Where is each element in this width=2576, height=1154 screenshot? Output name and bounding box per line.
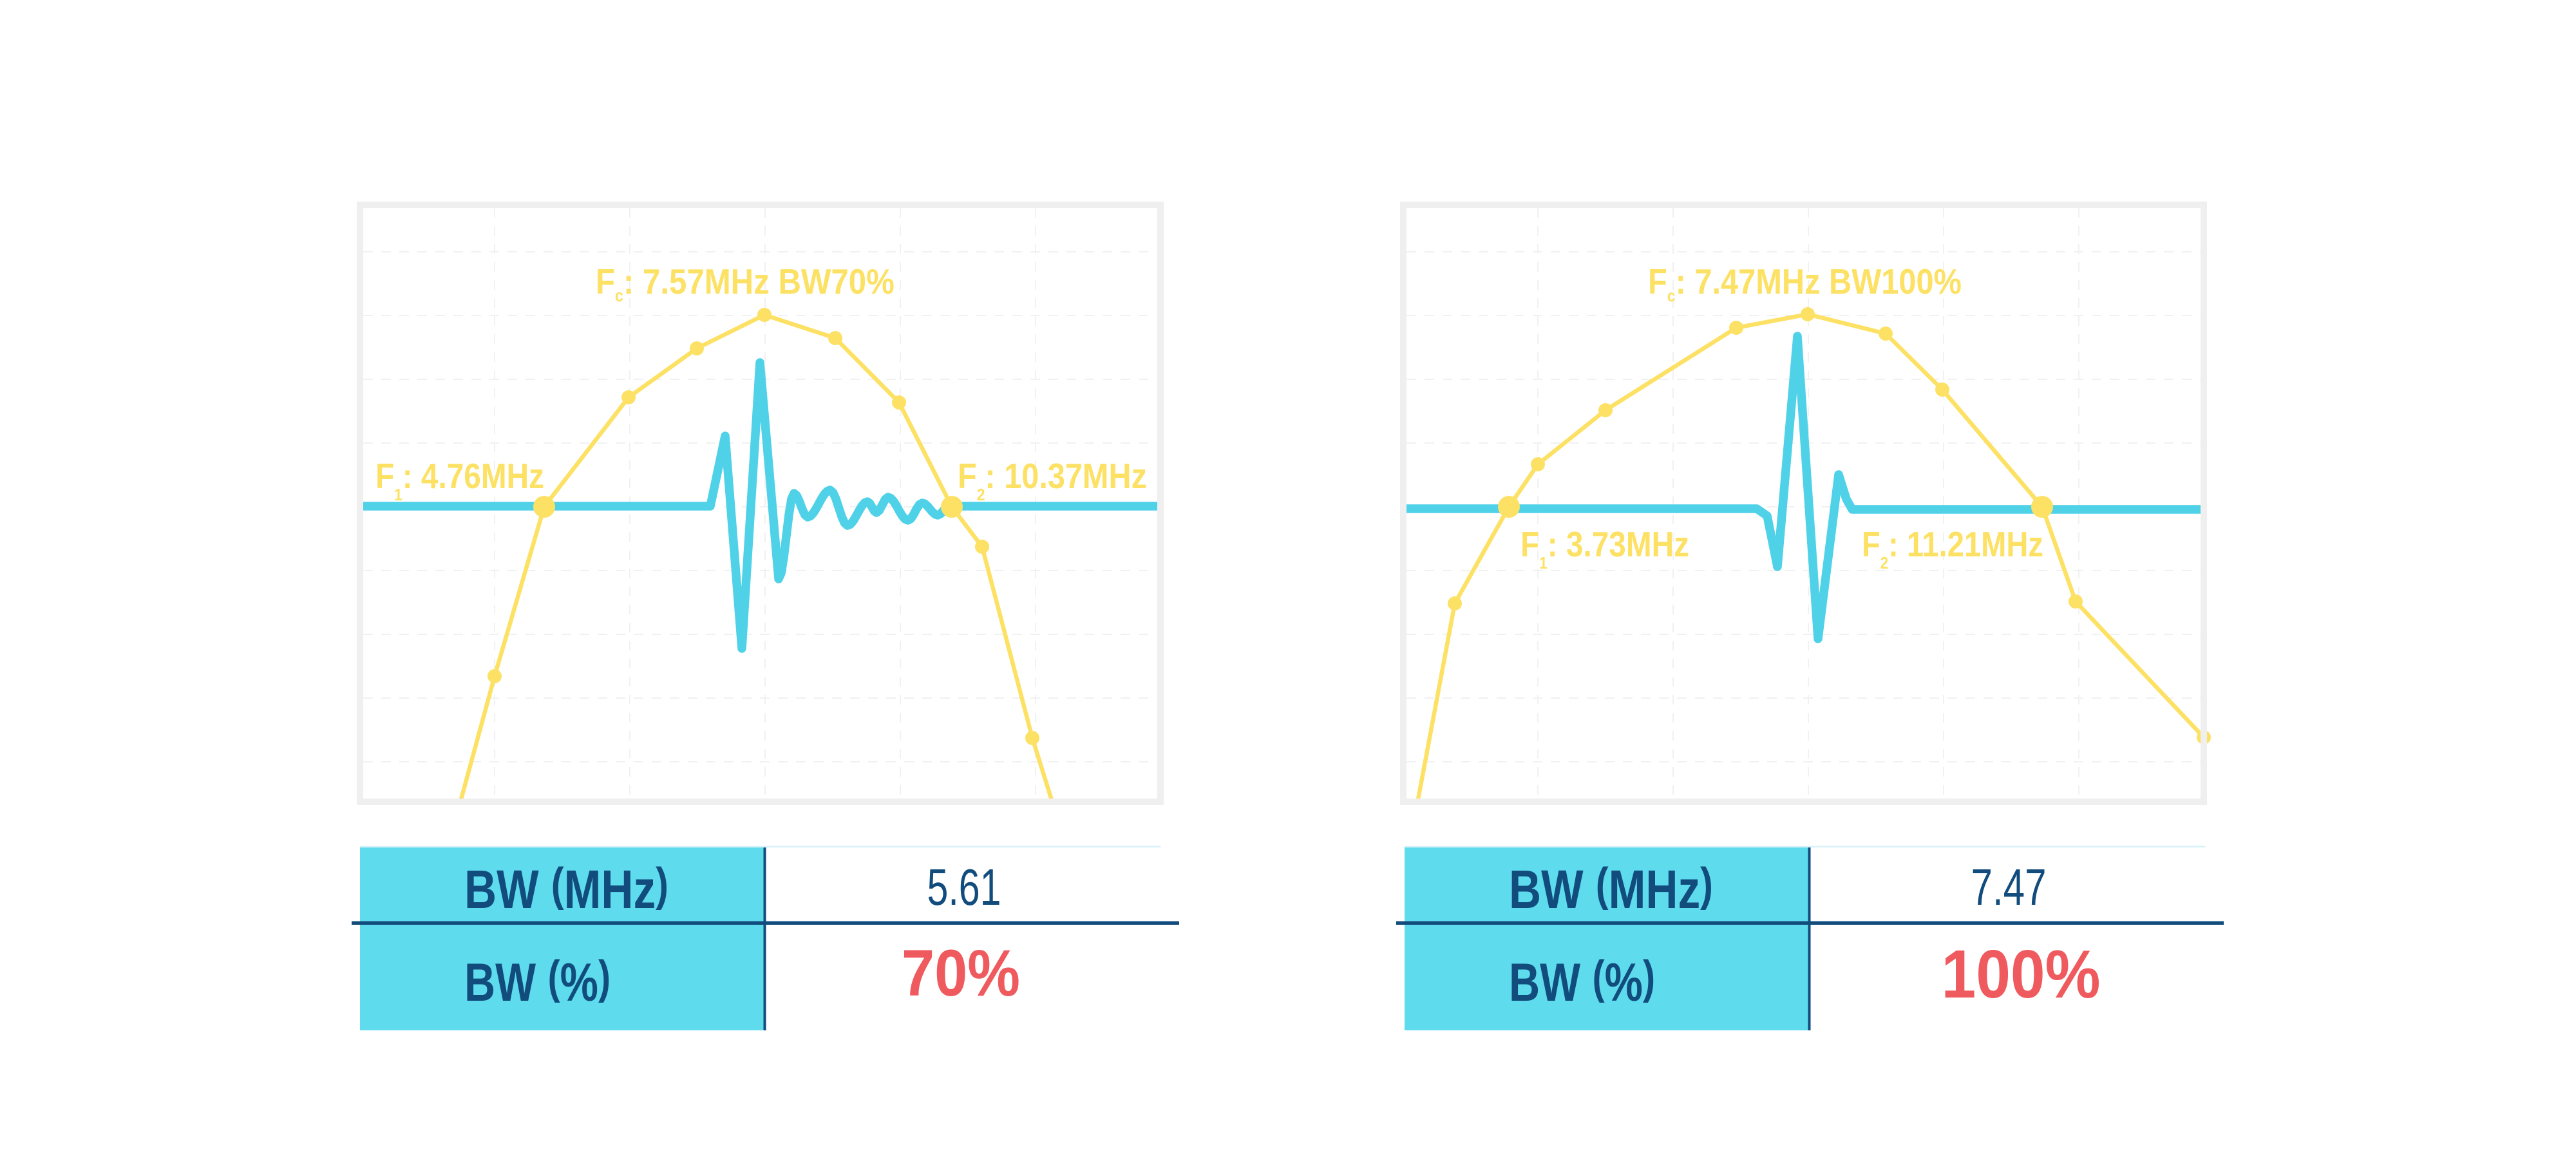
- svg-text:7.47: 7.47: [1971, 858, 2047, 916]
- svg-text:BW (​MHz)​: BW (​MHz)​: [464, 858, 668, 920]
- svg-text:BW (​MHz)​: BW (​MHz)​: [1509, 858, 1713, 920]
- svg-text:Fc​: 7.47MHz BW100%: Fc​: 7.47MHz BW100%: [1648, 262, 1962, 305]
- svg-text:100%: 100%: [1942, 936, 2101, 1012]
- svg-text:F2​: 10.37MHz: F2​: 10.37MHz: [958, 457, 1147, 504]
- svg-text:F1​: 3.73MHz: F1​: 3.73MHz: [1520, 524, 1689, 573]
- svg-text:F2​: 11.21MHz: F2​: 11.21MHz: [1862, 525, 2043, 573]
- svg-text:BW (​%)​: BW (​%)​: [464, 951, 611, 1013]
- svg-text:70%: 70%: [902, 936, 1020, 1010]
- svg-text:5.61: 5.61: [927, 858, 1001, 916]
- svg-text:Fc​: 7.57MHz BW70%: Fc​: 7.57MHz BW70%: [596, 263, 895, 306]
- svg-text:F1​: 4.76MHz: F1​: 4.76MHz: [375, 456, 544, 505]
- svg-text:BW (​%)​: BW (​%)​: [1509, 951, 1655, 1013]
